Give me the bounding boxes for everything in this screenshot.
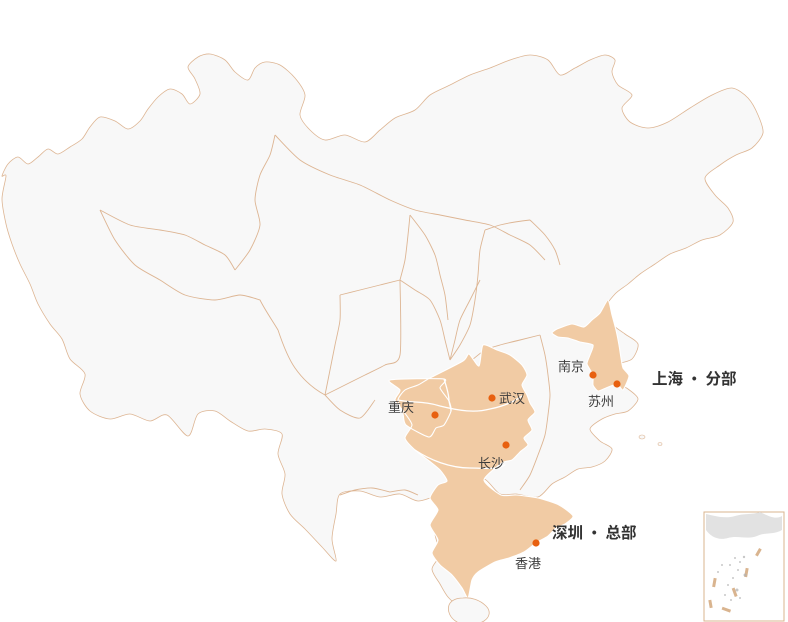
svg-text:南京: 南京 xyxy=(558,356,584,375)
svg-text:香港: 香港 xyxy=(515,553,541,572)
svg-text:重庆: 重庆 xyxy=(388,397,414,416)
svg-text:长沙: 长沙 xyxy=(478,453,504,472)
svg-text:武汉: 武汉 xyxy=(499,388,525,407)
svg-text:上海 · 分部: 上海 · 分部 xyxy=(652,367,737,389)
svg-text:深圳 · 总部: 深圳 · 总部 xyxy=(552,521,637,543)
svg-text:苏州: 苏州 xyxy=(588,391,614,410)
